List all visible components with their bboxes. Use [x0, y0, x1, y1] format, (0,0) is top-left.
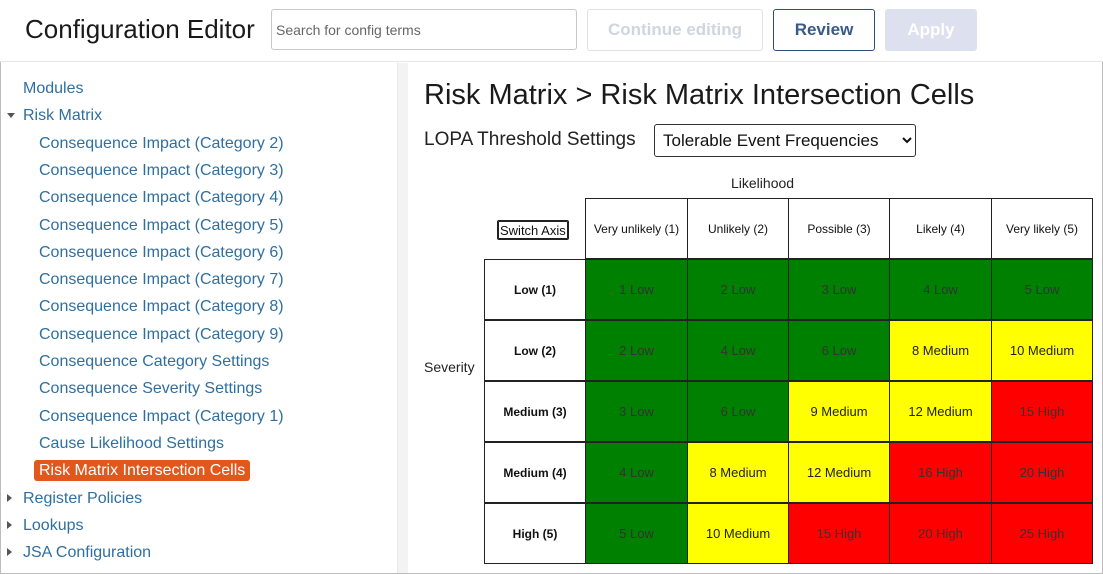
- risk-cell[interactable]: 2 Low: [585, 320, 688, 381]
- sidebar-item[interactable]: Modules: [23, 80, 83, 98]
- sidebar-item-label: Consequence Category Settings: [39, 353, 270, 370]
- sidebar-item[interactable]: Consequence Impact (Category 6): [39, 244, 284, 262]
- sidebar-item[interactable]: Cause Likelihood Settings: [39, 435, 224, 453]
- sidebar-item[interactable]: Consequence Impact (Category 8): [39, 298, 284, 316]
- chevron-right-icon[interactable]: [7, 520, 12, 529]
- sidebar-item[interactable]: Consequence Impact (Category 1): [39, 408, 284, 426]
- likelihood-column-header: Unlikely (2): [687, 198, 789, 259]
- risk-cell[interactable]: 6 Low: [788, 320, 890, 381]
- risk-cell[interactable]: 4 Low: [585, 442, 688, 503]
- risk-cell[interactable]: 16 High: [889, 442, 992, 503]
- sidebar-item-label: Consequence Impact (Category 7): [39, 271, 284, 289]
- severity-axis-label: Severity: [424, 359, 475, 375]
- chevron-right-icon[interactable]: [7, 548, 12, 557]
- risk-cell[interactable]: 4 Low: [687, 320, 789, 381]
- chevron-right-icon[interactable]: [7, 493, 12, 502]
- risk-cell[interactable]: 12 Medium: [788, 442, 890, 503]
- sidebar-item-label: Consequence Severity Settings: [39, 380, 263, 398]
- sidebar-item-label: Lookups: [23, 516, 84, 534]
- review-button[interactable]: Review: [773, 9, 875, 51]
- risk-cell[interactable]: 6 Low: [687, 381, 789, 442]
- sidebar-item-label: Consequence Impact (Category 6): [39, 243, 284, 261]
- likelihood-column-header: Very likely (5): [991, 198, 1093, 259]
- risk-cell[interactable]: 15 High: [991, 381, 1093, 442]
- sidebar-item[interactable]: Lookups: [7, 516, 84, 535]
- risk-cell[interactable]: 15 High: [788, 503, 890, 564]
- main-panel: Risk Matrix > Risk Matrix Intersection C…: [408, 63, 1102, 573]
- sidebar-item-label: Consequence Impact (Category 9): [39, 325, 284, 343]
- risk-cell[interactable]: 4 Low: [889, 259, 992, 320]
- likelihood-column-header: Very unlikely (1): [585, 198, 688, 259]
- sidebar-item[interactable]: JSA Configuration: [7, 544, 152, 562]
- app-title: Configuration Editor: [25, 14, 255, 44]
- risk-cell[interactable]: 20 High: [889, 503, 992, 564]
- severity-row-header: High (5): [484, 503, 586, 564]
- risk-cell[interactable]: 10 Medium: [991, 320, 1093, 381]
- sidebar-item-label: Consequence Impact (Category 8): [39, 298, 284, 316]
- sidebar-scrollbar[interactable]: [398, 63, 408, 573]
- sidebar-item-label: Consequence Impact (Category 3): [39, 161, 284, 179]
- severity-row-header: Medium (4): [484, 442, 586, 503]
- likelihood-column-header: Likely (4): [889, 198, 992, 259]
- risk-cell[interactable]: 25 High: [991, 503, 1093, 564]
- risk-cell[interactable]: 12 Medium: [889, 381, 992, 442]
- severity-row-header: Medium (3): [484, 381, 586, 442]
- risk-cell[interactable]: 10 Medium: [687, 503, 789, 564]
- sidebar-item[interactable]: Consequence Impact (Category 2): [39, 135, 284, 153]
- sidebar-item-label: Consequence Impact (Category 2): [39, 134, 284, 152]
- severity-row-header: Low (2): [484, 320, 586, 381]
- sidebar-item[interactable]: Consequence Impact (Category 3): [39, 162, 284, 180]
- risk-cell[interactable]: 20 High: [991, 442, 1093, 503]
- sidebar-item[interactable]: Register Policies: [7, 489, 143, 508]
- page-title: Risk Matrix > Risk Matrix Intersection C…: [424, 79, 975, 111]
- risk-cell[interactable]: 1 Low: [585, 259, 688, 320]
- top-header: Configuration Editor Continue editing Re…: [0, 0, 1103, 62]
- sidebar-item[interactable]: Consequence Impact (Category 4): [39, 189, 284, 207]
- risk-cell[interactable]: 2 Low: [687, 259, 789, 320]
- risk-cell[interactable]: 8 Medium: [889, 320, 992, 381]
- sidebar-item-label: Risk Matrix: [23, 107, 103, 125]
- risk-cell[interactable]: 5 Low: [585, 503, 688, 564]
- lopa-threshold-select[interactable]: Tolerable Event Frequencies: [654, 124, 916, 157]
- chevron-down-icon[interactable]: [7, 113, 15, 119]
- sidebar-item[interactable]: Consequence Category Settings: [39, 353, 269, 371]
- sidebar-item-active[interactable]: Risk Matrix Intersection Cells: [34, 460, 255, 482]
- risk-cell[interactable]: 8 Medium: [687, 442, 789, 503]
- risk-cell[interactable]: 3 Low: [585, 381, 688, 442]
- sidebar-item[interactable]: Consequence Impact (Category 7): [39, 271, 284, 289]
- lopa-threshold-label: LOPA Threshold Settings: [424, 129, 636, 150]
- sidebar-item-label: JSA Configuration: [23, 544, 152, 562]
- risk-cell[interactable]: 9 Medium: [788, 381, 890, 442]
- continue-editing-button[interactable]: Continue editing: [587, 9, 763, 51]
- apply-button[interactable]: Apply: [885, 9, 977, 51]
- sidebar-item-label: Register Policies: [23, 489, 143, 507]
- severity-row-header: Low (1): [484, 259, 586, 320]
- likelihood-axis-label: Likelihood: [731, 175, 795, 191]
- risk-cell[interactable]: 3 Low: [788, 259, 890, 320]
- sidebar-item-label: Cause Likelihood Settings: [39, 434, 225, 452]
- sidebar-item[interactable]: Consequence Impact (Category 9): [39, 326, 284, 344]
- sidebar-item-label: Consequence Impact (Category 1): [39, 407, 284, 425]
- sidebar-item[interactable]: Risk Matrix: [7, 107, 103, 125]
- sidebar-item-label: Risk Matrix Intersection Cells: [34, 460, 251, 482]
- sidebar-item-label: Consequence Impact (Category 4): [39, 189, 284, 207]
- search-input[interactable]: [271, 9, 577, 50]
- sidebar-item-label: Modules: [23, 80, 84, 97]
- sidebar-tree: Modules Risk Matrix Consequence Impact (Ca…: [1, 63, 398, 573]
- likelihood-column-header: Possible (3): [788, 198, 890, 259]
- sidebar-item[interactable]: Consequence Severity Settings: [39, 380, 262, 398]
- sidebar-item-label: Consequence Impact (Category 5): [39, 216, 284, 234]
- risk-cell[interactable]: 5 Low: [991, 259, 1093, 320]
- switch-axis-button[interactable]: Switch Axis: [497, 220, 569, 240]
- sidebar-item[interactable]: Consequence Impact (Category 5): [39, 217, 284, 235]
